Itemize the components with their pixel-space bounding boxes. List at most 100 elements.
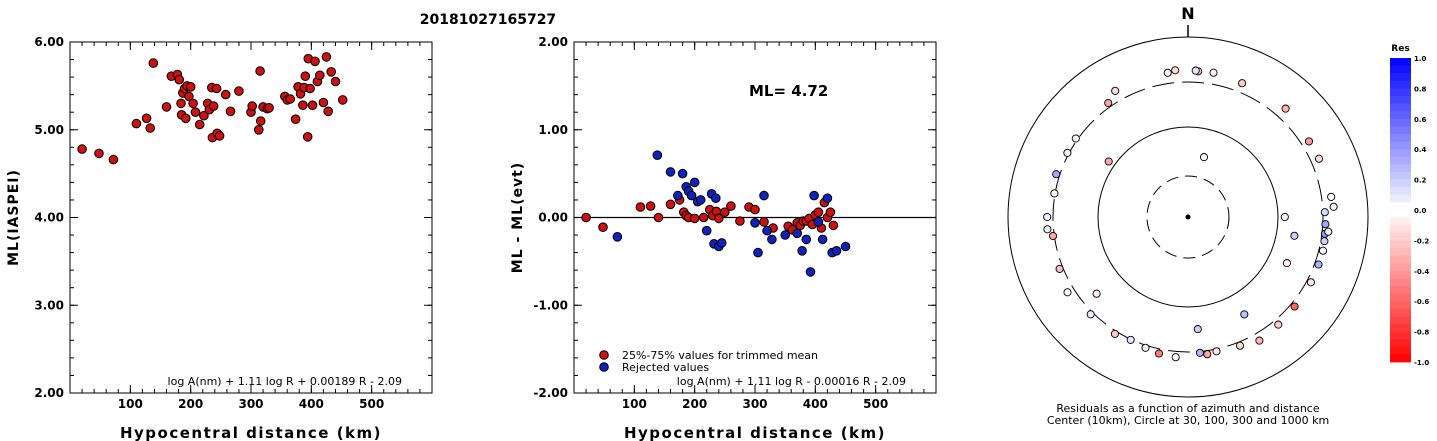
data-point	[759, 217, 769, 227]
station-marker	[1238, 79, 1247, 88]
data-point	[762, 225, 772, 236]
data-point	[750, 218, 760, 228]
plot-frame	[69, 41, 433, 394]
legend-marker	[599, 362, 609, 372]
colorbar-segment	[1390, 88, 1411, 97]
data-point	[145, 123, 155, 133]
data-point	[767, 234, 777, 245]
x-tick-label: 300	[238, 397, 263, 411]
data-point	[598, 222, 608, 232]
data-point	[817, 234, 828, 245]
data-point	[673, 190, 683, 201]
x-tick-label: 300	[742, 397, 767, 411]
colorbar-segment	[1390, 293, 1411, 302]
colorbar-segment	[1390, 346, 1411, 355]
station-marker	[1111, 86, 1120, 95]
colorbar-segment	[1390, 202, 1411, 211]
colorbar-segment	[1390, 301, 1411, 310]
y-tick-label: 6.00	[34, 35, 64, 49]
north-label: N	[1181, 4, 1194, 23]
station-marker	[1212, 347, 1221, 356]
y-tick-label: 1.00	[538, 123, 568, 137]
station-marker	[1318, 246, 1328, 255]
colorbar-segment	[1390, 172, 1411, 180]
data-point	[581, 212, 591, 223]
data-point	[255, 66, 265, 76]
station-marker	[1274, 320, 1283, 329]
residual-vs-distance-chart: -2.00 -1.00 0.00 1.00 2.00 100 200 300 400 500 Hyp…	[510, 35, 937, 441]
station-marker	[1306, 278, 1315, 287]
epicenter-marker	[1185, 214, 1191, 220]
legend-marker	[599, 350, 609, 360]
colorbar-segment	[1390, 255, 1411, 264]
colorbar-segment	[1390, 111, 1411, 120]
data-point	[701, 225, 712, 236]
map-caption-line2: Center (10km), Circle at 30, 100, 300 an…	[1047, 414, 1329, 427]
data-point	[801, 234, 812, 245]
station-marker	[1235, 341, 1245, 350]
colorbar-segment	[1390, 126, 1411, 135]
colorbar-tick-label: 0.8	[1414, 85, 1427, 93]
colorbar-segment	[1390, 308, 1411, 317]
data-point	[176, 98, 186, 109]
data-point	[805, 267, 816, 277]
data-point	[298, 100, 308, 110]
x-axis-label: Hypocentral distance (km)	[624, 424, 886, 441]
station-marker	[1280, 212, 1289, 222]
data-point	[188, 98, 198, 109]
y-tick-label: -2.00	[533, 386, 568, 400]
colorbar-tick-label: 0.2	[1414, 177, 1427, 185]
colorbar-segment	[1390, 210, 1411, 218]
data-point	[677, 168, 688, 179]
x-tick-label: 500	[863, 397, 888, 411]
station-marker	[1324, 227, 1333, 236]
data-point	[753, 247, 763, 258]
data-point	[717, 238, 727, 248]
x-tick-label: 200	[682, 397, 707, 411]
colorbar-segment	[1390, 354, 1411, 363]
colorbar-segment	[1390, 80, 1411, 89]
colorbar-segment	[1390, 141, 1411, 150]
station-marker	[1327, 192, 1336, 201]
colorbar-segment	[1390, 263, 1411, 272]
colorbar-segment	[1390, 179, 1411, 188]
data-point	[199, 110, 209, 121]
data-point	[813, 217, 824, 227]
colorbar-segment	[1390, 134, 1411, 142]
data-point	[323, 106, 334, 117]
data-point	[234, 86, 244, 96]
data-point	[652, 150, 663, 160]
colorbar-segment	[1390, 58, 1411, 66]
colorbar-tick-label: -0.2	[1414, 237, 1429, 245]
y-axis-label: ML(IASPEI)	[6, 169, 22, 266]
station-marker	[1320, 208, 1329, 217]
data-point	[750, 204, 760, 215]
station-marker	[1171, 353, 1180, 362]
colorbar-segment	[1390, 164, 1411, 173]
colorbar-segment	[1390, 240, 1411, 249]
data-point	[813, 207, 824, 217]
colorbar-tick-label: -0.4	[1414, 268, 1429, 276]
station-marker	[1281, 104, 1290, 113]
station-marker	[1050, 189, 1059, 198]
colorbar-segment	[1390, 194, 1411, 203]
distance-ring	[1052, 81, 1324, 353]
station-marker	[1199, 153, 1209, 162]
station-marker	[1314, 154, 1324, 163]
data-point	[828, 220, 839, 231]
data-point	[686, 190, 697, 201]
colorbar-segment	[1390, 225, 1411, 234]
data-point	[689, 177, 700, 188]
data-point	[285, 94, 296, 104]
station-marker	[1126, 335, 1135, 344]
distance-ring	[1097, 126, 1279, 308]
station-marker	[1071, 134, 1080, 143]
colorbar-segment	[1390, 149, 1411, 158]
magnitude-formula: log A(nm) + 1.11 log R + 0.00189 R - 2.0…	[168, 375, 402, 388]
distance-ring	[1146, 175, 1230, 259]
data-point	[720, 207, 730, 217]
station-marker	[1255, 336, 1264, 345]
data-point	[184, 91, 194, 102]
station-marker	[1141, 343, 1150, 352]
